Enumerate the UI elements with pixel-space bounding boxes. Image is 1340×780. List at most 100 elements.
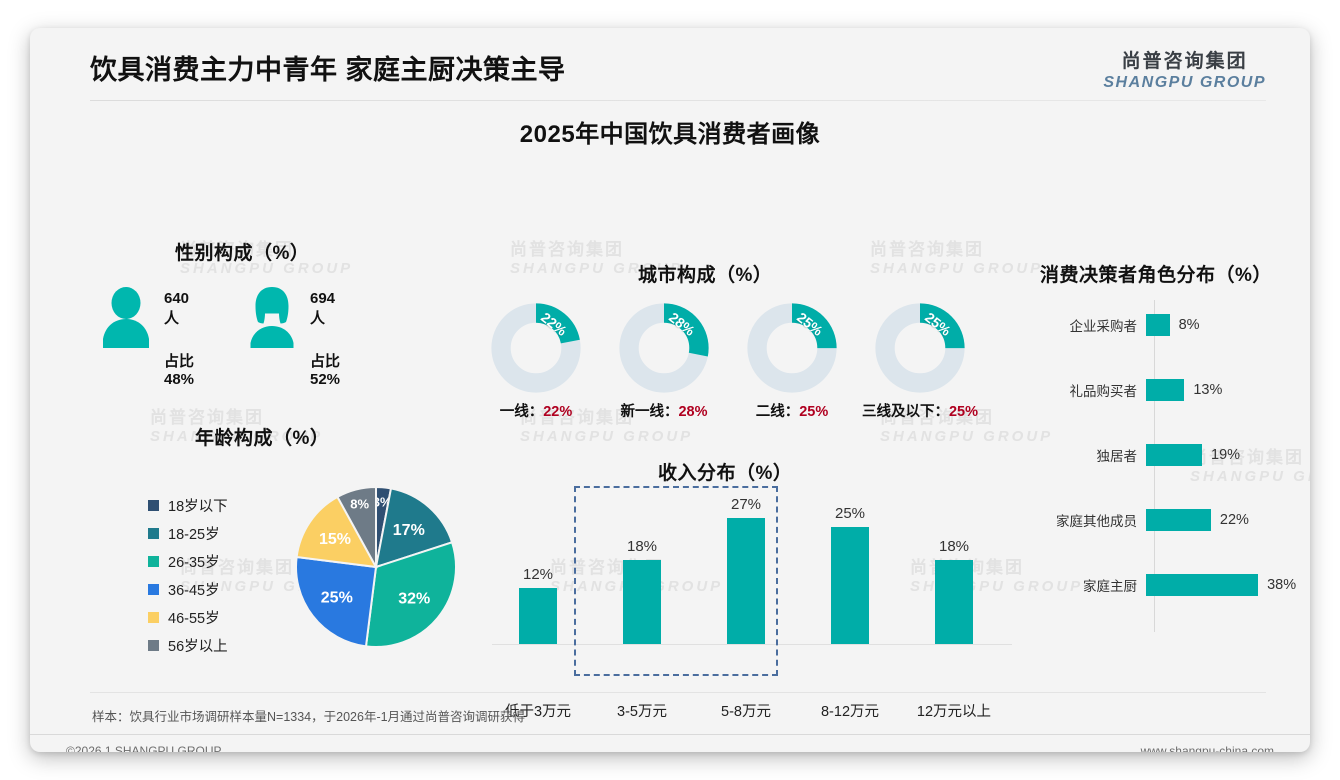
age-legend-item: 46-55岁 <box>148 603 228 631</box>
income-bar-group: 27% <box>700 496 792 644</box>
pie-slice-label: 8% <box>350 496 369 511</box>
role-category-label: 家庭主厨 <box>1083 579 1137 594</box>
age-legend-item: 18-25岁 <box>148 519 228 547</box>
income-bar <box>831 527 869 644</box>
pie-slice <box>336 485 377 568</box>
donut-caption-name: 二线： <box>755 404 800 420</box>
role-bar-value: 38% <box>1267 577 1297 593</box>
subtitle: 2025年中国饮具消费者画像 <box>519 121 821 148</box>
role-bar-value: 22% <box>1219 512 1249 528</box>
role-bar <box>1146 574 1259 596</box>
male-silhouette-icon <box>103 287 149 348</box>
page-title: 饮具消费主力中青年 家庭主厨决策主导 <box>90 55 566 85</box>
roles-axis-line <box>1154 300 1155 632</box>
pie-slice <box>374 487 454 569</box>
pie-slice-label: 32% <box>398 591 430 608</box>
role-bar-row: 家庭主厨 38% <box>1020 572 1310 598</box>
pie-slice-label: 15% <box>319 531 351 548</box>
gender-male-count: 640人 <box>164 290 190 327</box>
income-highlight-box <box>574 486 778 676</box>
gender-male-share: 占比48% <box>164 353 195 388</box>
role-bar <box>1146 379 1185 401</box>
role-bar-row: 家庭其他成员 22% <box>1020 507 1310 533</box>
income-bar-group: 12% <box>492 566 584 644</box>
income-bar-value: 27% <box>730 496 762 513</box>
legend-label: 18-25岁 <box>168 526 220 543</box>
donut-caption: 二线：25% <box>728 400 856 421</box>
city-section: 城市构成（%） 22% 一线：22% 28% 新一线：28% 25% 二线：25% 25% 三… <box>470 260 1030 420</box>
donut-caption-name: 一线： <box>499 404 544 420</box>
income-bar-group: 25% <box>804 505 896 644</box>
legend-label: 18岁以下 <box>168 498 228 515</box>
header: 饮具消费主力中青年 家庭主厨决策主导 尚普咨询集团 SHANGPU GROUP <box>30 28 1310 100</box>
age-legend: 18岁以下 18-25岁 26-35岁 36-45岁 46-55岁 56岁以上 <box>148 491 228 659</box>
gender-female-share: 占比52% <box>310 353 341 388</box>
donut-caption-value: 25% <box>948 404 979 420</box>
logo-en-text: SHANGPU GROUP <box>1103 74 1266 91</box>
income-title: 收入分布（%） <box>658 463 793 484</box>
role-bar-row: 独居者 19% <box>1020 442 1310 468</box>
legend-label: 26-35岁 <box>168 554 220 571</box>
infographic-card: 尚普咨询集团 SHANGPU GROUP 尚普咨询集团 SHANGPU GROUP … <box>30 28 1310 752</box>
role-category-label: 独居者 <box>1096 449 1138 464</box>
legend-swatch <box>148 555 159 567</box>
legend-swatch <box>148 499 159 511</box>
donut-caption-value: 25% <box>799 404 829 420</box>
donut-caption: 一线：22% <box>472 400 600 421</box>
donut-value-arc <box>875 303 965 393</box>
income-bar-group: 18% <box>596 538 688 644</box>
age-legend-item: 18岁以下 <box>148 491 228 519</box>
footer-copyright: ©2026.1 SHANGPU GROUP <box>66 744 222 752</box>
donut-value-arc <box>619 303 709 393</box>
donut-caption: 新一线：28% <box>600 400 728 421</box>
gender-female-text: 694人 占比52% <box>310 290 340 388</box>
donut-value-arc <box>747 303 837 393</box>
income-category-label: 5-8万元 <box>721 704 771 720</box>
income-bar-value: 18% <box>938 538 970 555</box>
donut-svg <box>875 303 965 393</box>
donut-svg <box>747 303 837 393</box>
footnote-divider <box>90 692 1266 693</box>
age-section: 年龄构成（%） 18岁以下 18-25岁 26-35岁 36-45岁 46-55岁 56岁… <box>90 423 480 693</box>
gender-female-count: 694人 <box>310 290 336 327</box>
income-bar <box>935 560 973 644</box>
gender-title: 性别构成（%） <box>175 243 310 264</box>
role-bar-value: 8% <box>1178 317 1200 333</box>
legend-swatch <box>148 527 159 539</box>
age-legend-item: 26-35岁 <box>148 547 228 575</box>
role-category-label: 企业采购者 <box>1069 319 1138 334</box>
donut-svg <box>619 303 709 393</box>
donut-caption-name: 三线及以下： <box>861 404 949 420</box>
donut-svg <box>491 303 581 393</box>
age-legend-item: 56岁以上 <box>148 631 228 659</box>
footer-divider <box>30 734 1310 735</box>
city-donut: 22% <box>490 302 582 394</box>
city-donut: 28% <box>618 302 710 394</box>
income-bar-value: 25% <box>834 505 866 523</box>
income-bar <box>519 588 557 644</box>
female-silhouette-icon <box>250 287 294 348</box>
role-bar <box>1146 314 1170 336</box>
pie-slice <box>364 541 457 648</box>
legend-swatch <box>148 583 159 595</box>
brand-logo: 尚普咨询集团 SHANGPU GROUP <box>1103 46 1266 92</box>
income-baseline <box>492 644 1012 645</box>
logo-cn-text: 尚普咨询集团 <box>1121 51 1248 72</box>
roles-section: 消费决策者角色分布（%） 企业采购者 8% 礼品购买者 13% 独居者 19% 家庭其他成员… <box>1020 260 1310 660</box>
role-category-label: 家庭其他成员 <box>1056 514 1137 529</box>
income-bar-chart: 12% 低于3万元 18% 3-5万元 27% 5-8万元 25% 8-12万元 18% 12万元… <box>492 496 1012 720</box>
city-donut: 25% <box>746 302 838 394</box>
role-bar <box>1146 444 1203 466</box>
income-bar-group: 18% <box>908 538 1000 644</box>
role-bar-value: 13% <box>1193 382 1223 398</box>
roles-title: 消费决策者角色分布（%） <box>1040 265 1272 286</box>
age-legend-item: 36-45岁 <box>148 575 228 603</box>
legend-swatch <box>148 611 159 623</box>
pie-slice <box>295 555 378 648</box>
donut-caption-value: 22% <box>543 404 573 420</box>
donut-caption-value: 28% <box>678 404 708 420</box>
legend-swatch <box>148 639 159 651</box>
role-bar-row: 企业采购者 8% <box>1020 312 1310 338</box>
footnote: 样本：饮具行业市场调研样本量N=1334，于2026年-1月通过尚普咨询调研获得 <box>92 710 526 724</box>
pie-slice <box>295 495 378 569</box>
